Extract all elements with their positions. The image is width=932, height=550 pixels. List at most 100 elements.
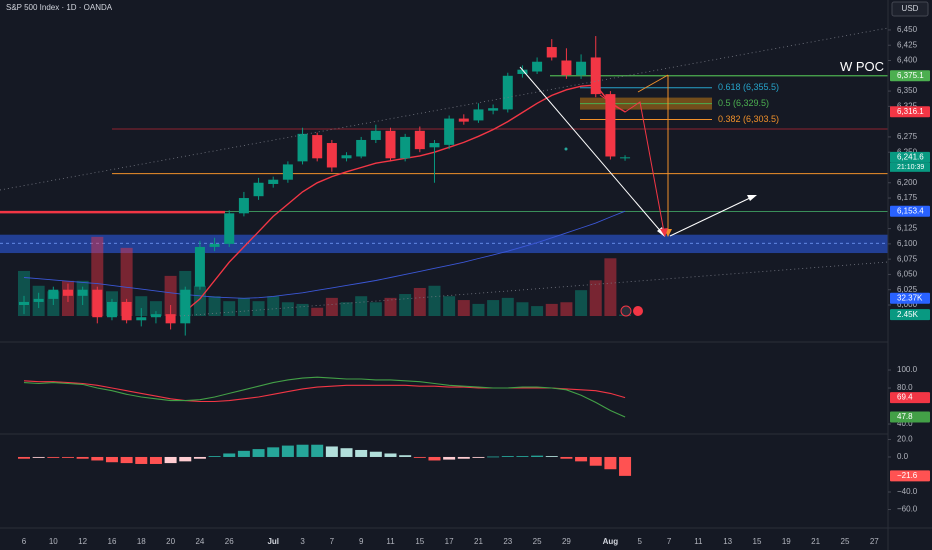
candle-body — [429, 143, 440, 148]
x-tick-label: 24 — [195, 537, 204, 546]
x-tick-label: 25 — [841, 537, 850, 546]
macd-bar — [560, 456, 573, 459]
y-tick-label: 6,350 — [897, 86, 918, 95]
y-tick-label: 6,200 — [897, 178, 918, 187]
x-tick-label: 16 — [108, 537, 117, 546]
x-tick-label: 19 — [782, 537, 791, 546]
x-tick-label: 20 — [166, 537, 175, 546]
candle-body — [268, 179, 279, 184]
price-tag: 6,316.1 — [897, 107, 924, 116]
volume-bar — [516, 302, 529, 316]
volume-bar — [531, 306, 544, 316]
macd-bar — [61, 456, 74, 458]
x-tick-label: 15 — [415, 537, 424, 546]
candle-body — [194, 246, 205, 287]
countdown-box — [890, 162, 930, 172]
macd-tag-box — [890, 470, 930, 482]
volume-bar — [193, 285, 206, 316]
macd-bar — [355, 449, 368, 457]
volume-bar — [281, 302, 294, 316]
candle-body — [546, 47, 557, 58]
fib-label: 0.382 (6,303.5) — [718, 114, 779, 124]
volume-tag-box — [890, 292, 930, 304]
x-tick-label: 7 — [667, 537, 672, 546]
candle-body — [502, 75, 513, 110]
macd-bar — [428, 456, 441, 461]
macd-bar — [311, 444, 324, 457]
x-tick-label: Aug — [603, 537, 619, 546]
macd-bar — [340, 448, 353, 457]
volume-bar — [237, 297, 250, 316]
macd-bar — [91, 456, 104, 461]
currency[interactable]: USD — [902, 4, 919, 13]
candle-body — [92, 289, 103, 318]
candle-body — [48, 289, 59, 299]
macd-bar — [47, 456, 60, 458]
osc-tag: 47.8 — [897, 412, 913, 421]
candle-body — [224, 213, 235, 244]
arrow-head — [660, 228, 668, 237]
fib-label: 0.618 (6,355.5) — [718, 82, 779, 92]
path-line — [599, 94, 665, 233]
candle-body — [517, 69, 528, 74]
moving-average — [23, 210, 626, 299]
volume-tag: 2.45K — [897, 310, 919, 319]
volume-bar — [472, 303, 485, 316]
y-tick-label: 6,100 — [897, 239, 918, 248]
volume-bar — [355, 296, 368, 316]
event-icon — [620, 305, 632, 317]
trend-line — [0, 27, 889, 191]
x-tick-label: 29 — [562, 537, 571, 546]
candle-body — [312, 135, 323, 159]
macd-bar — [179, 456, 192, 462]
y-tick-label: 6,050 — [897, 270, 918, 279]
macd-bar — [76, 456, 89, 459]
oscillator-line — [23, 376, 626, 418]
x-tick-label: 17 — [445, 537, 454, 546]
volume-bar — [252, 301, 265, 316]
osc-tick-label: 100.0 — [897, 365, 918, 374]
price-tag-box — [890, 70, 930, 82]
x-tick-label: 18 — [137, 537, 146, 546]
macd-bar — [252, 449, 265, 457]
candle-body — [444, 118, 455, 145]
macd-tick-label: 20.0 — [897, 435, 913, 444]
price-tag: 6,153.4 — [897, 206, 924, 215]
series-layer — [18, 36, 632, 476]
event-icon — [633, 306, 643, 316]
candle-body — [253, 182, 264, 197]
volume-bar — [369, 302, 382, 316]
candle-body — [385, 130, 396, 159]
candle-body — [106, 301, 117, 318]
y-tick-label: 6,400 — [897, 56, 918, 65]
candle-body — [488, 108, 499, 111]
x-tick-label: 10 — [49, 537, 58, 546]
candle-body — [136, 317, 147, 321]
candle-body — [19, 301, 29, 305]
projection-line — [637, 74, 669, 93]
x-tick-label: 13 — [723, 537, 732, 546]
volume-bar — [340, 302, 353, 316]
candle-body — [400, 136, 411, 159]
y-tick-label: 6,450 — [897, 25, 918, 34]
x-tick-label: 6 — [22, 537, 27, 546]
support-zone — [0, 234, 888, 254]
volume-bar — [208, 296, 221, 316]
macd-bar — [516, 456, 529, 457]
volume-tag: 32.37K — [897, 293, 923, 302]
y-tick-label: 6,275 — [897, 132, 918, 141]
macd-bar — [589, 456, 602, 466]
osc-tick-label: 80.0 — [897, 383, 913, 392]
volume-bar — [399, 294, 412, 316]
currency-box[interactable] — [891, 1, 929, 17]
arrow-head — [657, 227, 665, 237]
volume-bar — [311, 307, 324, 316]
candle-body — [121, 301, 132, 321]
volume-bar — [325, 297, 338, 316]
macd-bar — [267, 447, 280, 457]
volume-bar — [604, 258, 617, 316]
macd-bar — [501, 456, 514, 457]
candle-body — [590, 57, 601, 95]
volume-bar — [501, 297, 514, 316]
